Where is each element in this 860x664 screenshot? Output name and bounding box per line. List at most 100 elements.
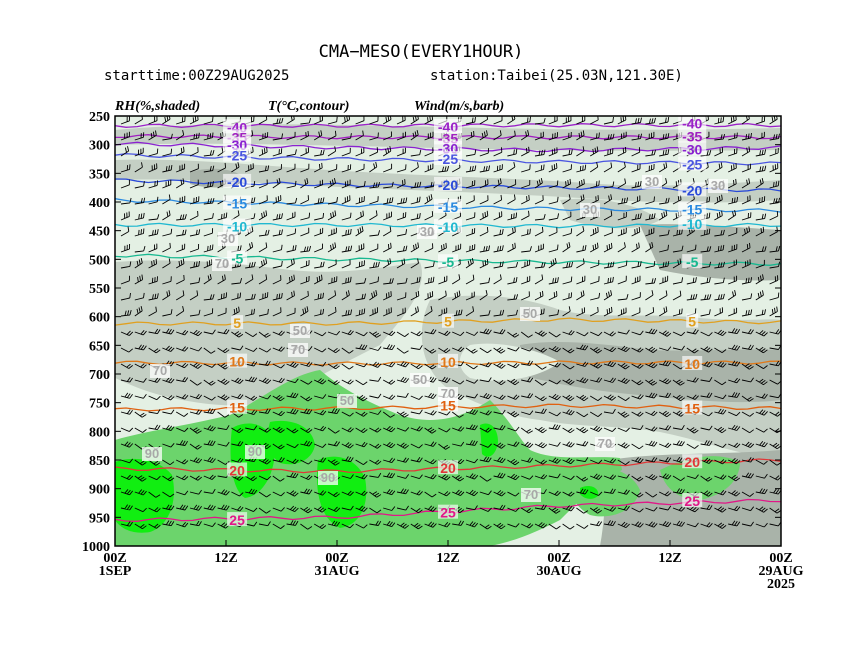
wind-barb: [562, 330, 575, 336]
wind-barb: [645, 117, 656, 125]
wind-barb: [479, 310, 491, 317]
temperature-contour-label: 20: [229, 462, 245, 478]
wind-barb: [493, 274, 502, 285]
wind-barb: [755, 393, 768, 399]
wind-barb: [410, 409, 423, 415]
wind-barb: [189, 475, 202, 481]
wind-barb: [521, 457, 534, 463]
contour-label-bg: [223, 173, 252, 188]
wind-barb: [383, 330, 396, 337]
wind-barb: [369, 491, 382, 498]
plot-area: -40-40-40-35-35-35-30-30-30-25-25-25-20-…: [115, 116, 781, 546]
wind-barb: [548, 180, 559, 189]
rh-contour-label: 50: [293, 323, 307, 338]
wind-barb: [341, 523, 354, 529]
wind-barb: [355, 379, 368, 386]
rh-label-bg: [410, 373, 430, 387]
wind-barb: [120, 441, 134, 448]
wind-barb: [176, 229, 187, 237]
wind-barb: [341, 228, 352, 237]
wind-barb: [576, 394, 589, 402]
wind-barb: [438, 411, 451, 416]
x-tick-label: 00Z: [325, 551, 348, 566]
temperature-contour-label: -25: [682, 156, 702, 172]
wind-barb: [410, 443, 423, 449]
wind-barb: [286, 505, 299, 513]
wind-barb: [189, 504, 202, 511]
wind-barb: [245, 376, 258, 383]
wind-barb: [576, 523, 589, 529]
wind-barb: [755, 506, 768, 513]
wind-barb: [314, 243, 323, 253]
wind-barb: [672, 488, 685, 495]
wind-barb: [562, 475, 575, 481]
y-tick-label: 800: [89, 425, 110, 440]
wind-barb: [341, 116, 351, 125]
wind-barb: [603, 488, 616, 494]
wind-barb: [631, 491, 644, 498]
wind-barb: [369, 147, 379, 157]
wind-barb: [286, 361, 299, 368]
wind-barb: [493, 394, 506, 400]
wind-barb: [465, 331, 479, 336]
rh-shading: [115, 124, 781, 546]
temperature-contour-label: -20: [438, 177, 458, 193]
wind-barb: [244, 274, 254, 285]
wind-barb: [341, 474, 354, 479]
wind-barb: [590, 377, 603, 383]
rh-contour-label: 50: [340, 393, 354, 408]
wind-barb: [479, 410, 492, 416]
contour-label-bg: [434, 119, 462, 134]
wind-barb: [120, 226, 130, 237]
wind-barb: [479, 523, 492, 530]
wind-barb: [465, 306, 475, 317]
rh-core-2: [230, 423, 276, 498]
wind-barb: [728, 457, 741, 465]
station-info: station:Taibei(25.03N,121.30E): [430, 68, 683, 84]
wind-barb: [548, 490, 561, 497]
wind-barb: [562, 427, 575, 434]
wind-barb: [465, 458, 479, 464]
wind-barb: [562, 241, 571, 253]
wind-barb: [424, 363, 437, 370]
wind-barb: [617, 178, 627, 189]
wind-barb: [355, 226, 364, 237]
wind-barb: [258, 475, 272, 481]
wind-barb: [148, 130, 157, 141]
contour-label-bg: [682, 254, 703, 269]
wind-barb: [617, 131, 627, 141]
wind-barb: [383, 520, 396, 528]
rh-contour-label: 50: [413, 372, 427, 387]
temperature-contour-label: 5: [688, 314, 696, 330]
wind-barb: [203, 259, 213, 269]
wind-barb: [203, 181, 214, 189]
wind-barb: [203, 329, 216, 335]
wind-barb: [314, 490, 327, 496]
wind-barb: [589, 507, 602, 514]
wind-barb: [272, 292, 283, 301]
wind-barb: [217, 292, 228, 301]
wind-barb: [769, 261, 781, 269]
wind-barb: [493, 362, 506, 369]
wind-barb: [286, 290, 295, 301]
contour-label-bg: [678, 215, 707, 230]
wind-barb: [576, 426, 589, 434]
wind-barb: [714, 394, 727, 400]
wind-barb: [700, 376, 713, 382]
wind-barb: [355, 474, 368, 480]
wind-barb: [714, 329, 727, 337]
wind-barb: [755, 290, 764, 301]
contour-label-bg: [223, 147, 252, 162]
wind-barb: [300, 147, 310, 157]
wind-barb: [700, 361, 713, 368]
wind-barb: [148, 306, 157, 317]
wind-barb: [562, 131, 572, 141]
wind-barb: [769, 180, 780, 189]
wind-barb: [258, 427, 271, 433]
y-tick-label: 750: [89, 397, 110, 412]
wind-barb: [217, 411, 230, 418]
wind-barb: [314, 361, 327, 367]
rh-contour-label: 30: [420, 224, 434, 239]
wind-barb: [686, 394, 699, 400]
wind-barb: [672, 520, 685, 527]
